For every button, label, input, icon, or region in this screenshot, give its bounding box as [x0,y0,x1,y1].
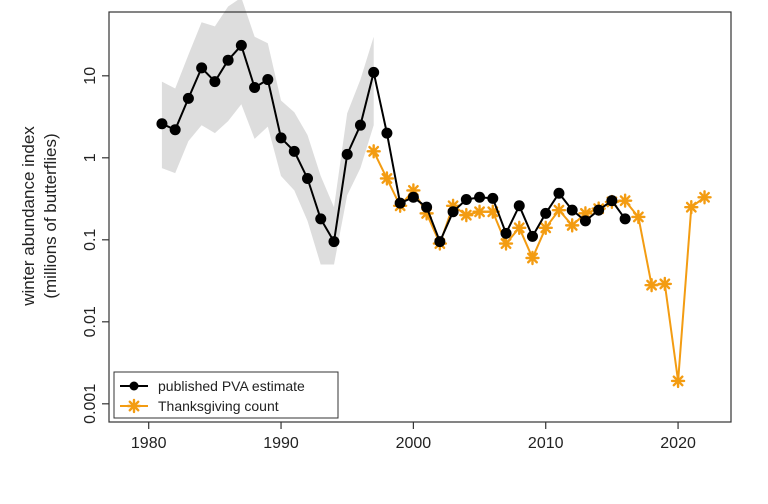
data-point-thanksgiving [472,204,487,219]
data-point-thanksgiving [684,199,699,215]
data-point-pva [288,145,300,157]
legend-entry-pva: published PVA estimate [120,378,305,394]
legend-marker-thanksgiving [126,398,142,414]
data-point-thanksgiving [631,209,646,225]
data-point-pva [579,215,591,227]
y-axis-label-line-2: (millions of butterflies) [41,133,60,298]
data-point-pva [487,192,499,204]
data-point-pva [447,206,459,218]
data-point-pva [540,207,552,219]
data-point-thanksgiving [379,171,395,186]
data-point-pva [460,194,472,206]
data-point-thanksgiving [551,202,567,218]
legend: published PVA estimate Thanksgiving coun… [113,371,339,419]
confidence-band-layer [161,0,374,265]
data-point-pva [262,74,274,86]
data-point-pva [407,191,419,203]
data-point-pva [606,195,618,207]
y-tick-label: 0.01 [82,306,99,337]
legend-label-thanksgiving: Thanksgiving count [158,398,279,414]
legend-label-pva: published PVA estimate [158,378,305,394]
data-point-thanksgiving [485,204,500,219]
data-point-pva [354,119,366,131]
data-point-pva [513,200,525,212]
data-point-pva [328,236,340,248]
data-point-pva [593,204,605,216]
data-point-pva [341,148,353,160]
y-tick-label: 10 [82,67,99,85]
data-point-thanksgiving [512,220,527,236]
data-point-thanksgiving [644,277,659,293]
data-point-thanksgiving [538,220,553,236]
x-tick-label: 2000 [396,435,432,452]
data-point-pva [169,124,181,136]
data-point-pva [302,172,314,184]
data-point-pva [381,127,393,139]
data-point-thanksgiving [697,190,712,205]
data-point-pva [434,236,446,248]
legend-star-glyph [126,398,142,414]
data-point-thanksgiving [657,276,673,292]
data-point-pva [474,191,486,203]
data-point-pva [275,132,287,144]
data-point-thanksgiving [366,144,381,159]
legend-box [113,371,339,419]
data-point-pva [553,187,565,199]
data-point-thanksgiving [670,373,686,389]
data-point-pva [526,230,538,242]
data-point-pva [500,227,512,239]
data-point-pva [222,54,234,66]
y-tick-label: 0.001 [82,384,99,424]
data-point-pva [156,118,168,130]
y-tick-label: 1 [82,153,99,162]
data-point-thanksgiving [459,207,474,223]
x-axis: 1980 1990 2000 2010 2020 [131,422,696,452]
data-point-pva [249,82,261,94]
series-pva [156,39,631,248]
x-tick-label: 2020 [660,435,696,452]
y-axis-label-line-1: winter abundance index [19,126,38,307]
x-tick-label: 1980 [131,435,167,452]
series-layer [156,39,712,389]
confidence-band [161,0,374,265]
data-point-pva [394,197,406,209]
data-point-pva [421,201,433,213]
data-point-pva [619,213,631,225]
data-point-thanksgiving [525,250,540,266]
data-point-thanksgiving [617,193,633,208]
data-point-pva [182,92,194,104]
x-tick-label: 2010 [528,435,564,452]
plot-frame [108,11,732,423]
series-line-thanksgiving [372,150,706,382]
data-point-pva [209,76,221,88]
data-point-pva [368,66,380,78]
data-point-pva [196,62,208,74]
y-axis: 10 1 0.1 0.01 0.001 [82,67,109,424]
legend-entry-thanksgiving: Thanksgiving count [120,398,279,414]
data-point-pva [566,204,578,216]
data-point-pva [315,213,327,225]
data-point-pva [235,39,247,51]
legend-marker-pva [129,381,139,391]
data-point-thanksgiving [564,218,580,233]
x-tick-label: 1990 [263,435,299,452]
y-tick-label: 0.1 [82,229,99,251]
data-point-thanksgiving [498,236,514,251]
